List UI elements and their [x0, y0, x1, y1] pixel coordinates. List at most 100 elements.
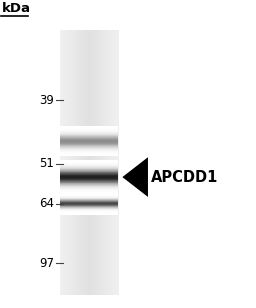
- Bar: [98, 30, 99, 295]
- Bar: [60, 133, 118, 134]
- Bar: [60, 128, 118, 129]
- Bar: [66, 30, 67, 295]
- Bar: [60, 185, 118, 186]
- Bar: [60, 186, 118, 187]
- Bar: [60, 130, 118, 131]
- Bar: [70, 30, 71, 295]
- Bar: [60, 145, 118, 146]
- Bar: [77, 30, 78, 295]
- Text: kDa: kDa: [2, 2, 31, 15]
- Bar: [108, 30, 110, 295]
- Bar: [60, 172, 118, 173]
- Bar: [76, 30, 77, 295]
- Bar: [60, 30, 118, 295]
- Bar: [92, 30, 93, 295]
- Bar: [60, 188, 118, 189]
- Bar: [89, 30, 90, 295]
- Bar: [63, 30, 64, 295]
- Bar: [60, 165, 118, 166]
- Bar: [72, 30, 74, 295]
- Polygon shape: [122, 157, 148, 197]
- Bar: [60, 182, 118, 183]
- Bar: [61, 30, 62, 295]
- Bar: [69, 30, 70, 295]
- Bar: [105, 30, 107, 295]
- Bar: [60, 166, 118, 167]
- Bar: [60, 144, 118, 145]
- Bar: [64, 30, 65, 295]
- Bar: [106, 30, 108, 295]
- Bar: [68, 30, 69, 295]
- Bar: [99, 30, 100, 295]
- Bar: [60, 178, 118, 179]
- Text: 39: 39: [39, 94, 54, 107]
- Bar: [60, 154, 118, 155]
- Bar: [93, 30, 94, 295]
- Bar: [95, 30, 96, 295]
- Bar: [117, 30, 119, 295]
- Bar: [60, 160, 118, 161]
- Text: 97: 97: [39, 257, 54, 270]
- Bar: [60, 179, 118, 180]
- Text: 51: 51: [39, 157, 54, 170]
- Bar: [96, 30, 97, 295]
- Bar: [60, 183, 118, 184]
- Bar: [60, 162, 118, 163]
- Bar: [60, 192, 118, 193]
- Bar: [60, 142, 118, 143]
- Bar: [60, 146, 118, 147]
- Bar: [107, 30, 109, 295]
- Bar: [60, 136, 118, 137]
- Bar: [60, 138, 118, 139]
- Bar: [72, 30, 73, 295]
- Bar: [90, 30, 91, 295]
- Bar: [85, 30, 87, 295]
- Bar: [60, 189, 118, 190]
- Bar: [80, 30, 82, 295]
- Bar: [65, 30, 66, 295]
- Bar: [60, 127, 118, 128]
- Bar: [60, 148, 118, 149]
- Bar: [60, 150, 118, 151]
- Bar: [60, 176, 118, 177]
- Bar: [60, 132, 118, 133]
- Bar: [60, 168, 118, 169]
- Bar: [60, 193, 118, 194]
- Bar: [73, 30, 75, 295]
- Bar: [87, 30, 89, 295]
- Bar: [60, 173, 118, 174]
- Bar: [60, 153, 118, 154]
- Bar: [62, 30, 63, 295]
- Bar: [67, 30, 68, 295]
- Bar: [103, 30, 105, 295]
- Bar: [60, 170, 118, 171]
- Bar: [60, 163, 118, 164]
- Bar: [114, 30, 116, 295]
- Bar: [101, 30, 102, 295]
- Bar: [77, 30, 79, 295]
- Bar: [60, 190, 118, 191]
- Bar: [60, 152, 118, 153]
- Bar: [102, 30, 103, 295]
- Bar: [110, 30, 112, 295]
- Bar: [60, 174, 118, 175]
- Bar: [60, 177, 118, 178]
- Bar: [60, 151, 118, 152]
- Bar: [78, 30, 80, 295]
- Bar: [60, 30, 61, 295]
- Bar: [60, 161, 118, 162]
- Bar: [60, 134, 118, 135]
- Text: APCDD1: APCDD1: [151, 170, 218, 184]
- Bar: [111, 30, 113, 295]
- Bar: [100, 30, 101, 295]
- Bar: [60, 149, 118, 150]
- Bar: [103, 30, 104, 295]
- Bar: [79, 30, 81, 295]
- Bar: [82, 30, 84, 295]
- Bar: [71, 30, 72, 295]
- Bar: [60, 135, 118, 136]
- Bar: [60, 187, 118, 188]
- Bar: [60, 171, 118, 172]
- Bar: [112, 30, 114, 295]
- Bar: [94, 30, 95, 295]
